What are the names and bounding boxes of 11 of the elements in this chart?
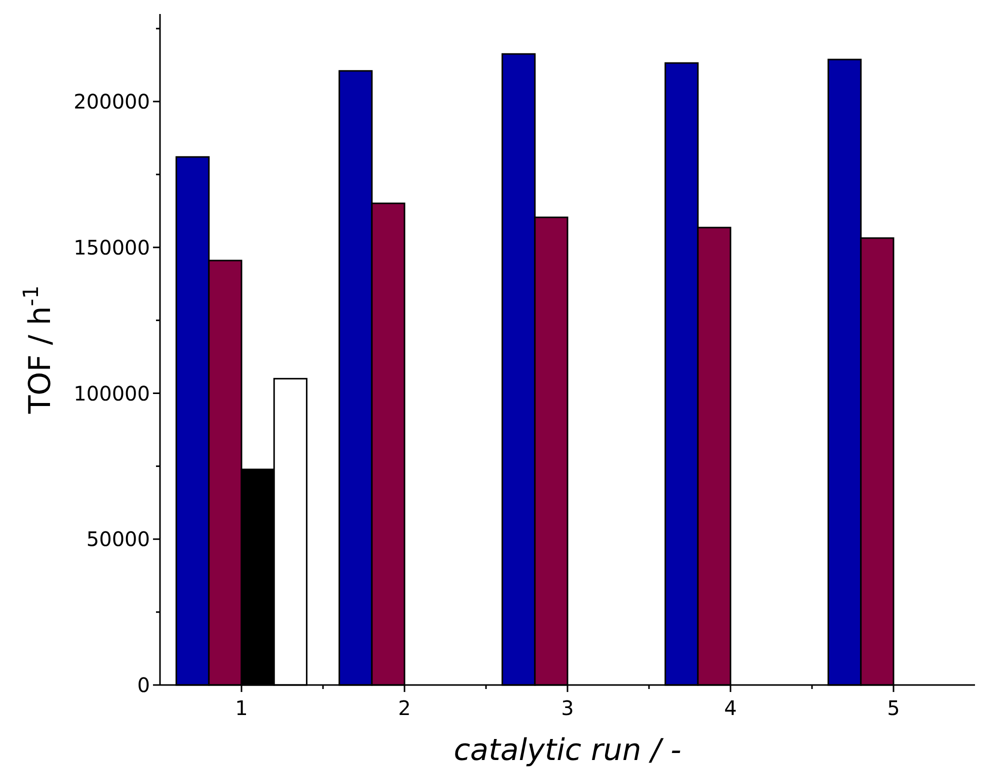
x-axis-title: catalytic run / - [454,733,682,768]
x-tick-label: 1 [235,696,248,720]
x-tick-label: 2 [398,696,411,720]
x-tick-label: 3 [561,696,574,720]
y-tick-label: 200000 [74,90,150,114]
x-tick-label: 4 [724,696,737,720]
y-tick-label: 50000 [86,527,150,552]
y-tick-label: 0 [137,673,150,697]
x-tick-label: 5 [887,696,900,720]
y-tick-label: 150000 [74,235,150,260]
y-tick-label: 100000 [74,381,150,406]
